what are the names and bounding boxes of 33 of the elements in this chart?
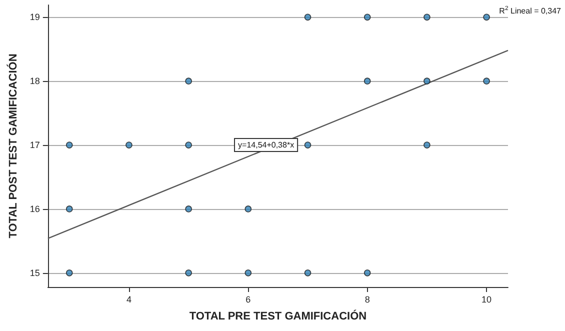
- x-tick-label: 10: [482, 294, 492, 304]
- point: [483, 78, 490, 84]
- point: [185, 142, 192, 148]
- y-axis-title: TOTAL POST TEST GAMIFICACIÓN: [6, 54, 20, 238]
- y-tick-label: 15: [30, 268, 40, 278]
- point: [364, 14, 371, 21]
- point: [126, 142, 132, 148]
- point: [185, 78, 192, 84]
- x-tick-label: 8: [364, 294, 370, 304]
- point: [185, 206, 192, 212]
- y-tick-label: 16: [30, 204, 40, 214]
- annotation: y=14,54+0,38*x: [238, 140, 294, 150]
- point: [66, 270, 73, 276]
- point: [304, 14, 312, 21]
- point: [424, 142, 430, 148]
- y-tick-label: 19: [30, 12, 40, 22]
- point: [244, 206, 252, 212]
- point: [483, 14, 490, 21]
- x-tick-label: 6: [246, 294, 251, 304]
- point: [364, 78, 371, 84]
- point: [424, 78, 430, 84]
- x-tick-label: 4: [126, 294, 132, 304]
- y-tick-label: 18: [30, 76, 40, 86]
- point: [66, 142, 73, 148]
- point: [304, 142, 312, 148]
- point: [424, 14, 430, 21]
- point: [304, 270, 312, 276]
- point: [185, 270, 192, 276]
- point: [66, 206, 73, 212]
- point: [244, 270, 252, 276]
- x-axis-title: TOTAL PRE TEST GAMIFICACIÓN: [189, 310, 367, 322]
- point: [364, 270, 371, 276]
- y-tick-label: 17: [30, 140, 40, 150]
